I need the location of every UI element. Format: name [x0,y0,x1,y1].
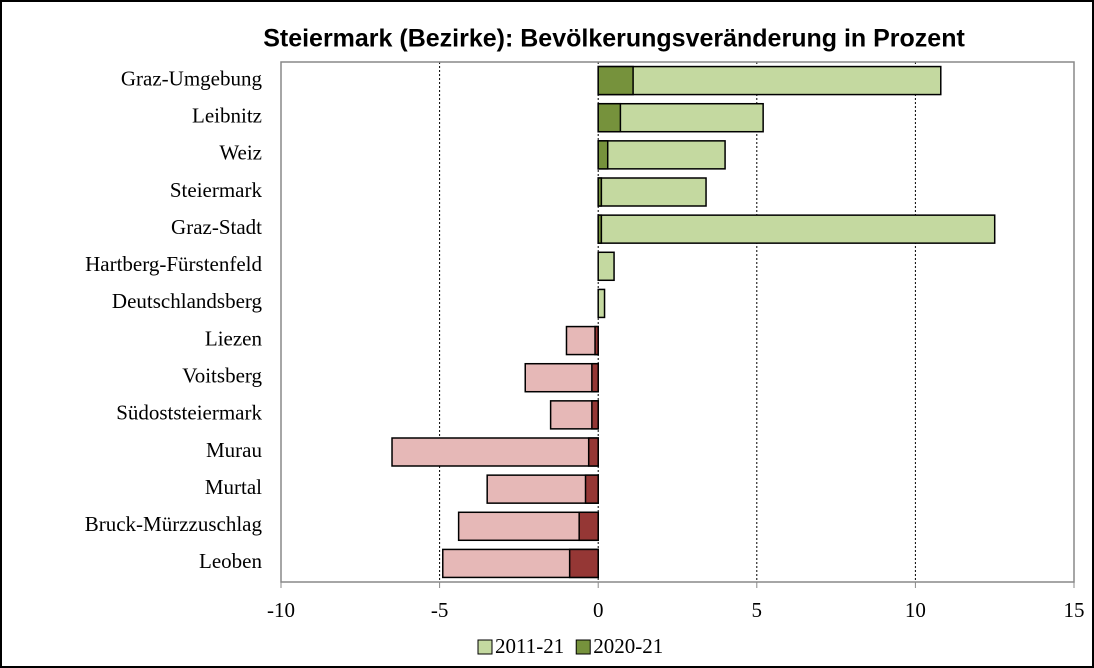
bar [584,474,599,504]
legend-label: 2020-21 [593,634,663,658]
y-tick-label: Steiermark [170,178,263,202]
y-tick-label: Bruck-Mürzzuschlag [85,512,263,536]
bar [594,325,599,356]
plot-border [280,61,1075,583]
x-tick-label: 5 [752,598,763,622]
y-tick-label: Voitsberg [182,364,262,388]
bar [486,474,599,504]
bar [568,548,599,579]
y-tick-label: Liezen [205,326,263,350]
y-tick-label: Deutschlandsberg [112,289,263,313]
y-tick-label: Murtal [205,475,262,499]
bar [587,437,599,467]
bar [565,325,599,356]
legend-label: 2011-21 [495,634,564,658]
bar [597,214,996,244]
bar [391,437,599,467]
chart-title: Steiermark (Bezirke): Bevölkerungsveränd… [263,25,965,53]
bar [597,140,726,170]
bar [597,177,603,207]
bar [597,65,942,96]
legend-swatch [477,639,493,655]
bar [597,177,707,207]
bar [597,251,615,282]
y-tick-label: Graz-Umgebung [121,66,263,90]
x-tick-label: 10 [905,598,926,622]
legend-swatch [575,639,591,655]
y-tick-label: Südoststeiermark [116,401,262,425]
x-tick-label: 15 [1064,598,1085,622]
x-tick-label: -5 [431,598,449,622]
bar [591,400,599,430]
x-tick-label: -10 [267,598,295,622]
bar [549,400,599,430]
y-tick-label: Graz-Stadt [171,215,262,239]
y-tick-label: Leibnitz [192,104,262,128]
bar [597,140,609,170]
bar [597,288,606,319]
y-tick-label: Hartberg-Fürstenfeld [85,252,262,276]
bar [524,362,599,393]
bar [457,511,599,542]
y-tick-label: Murau [206,438,262,462]
y-tick-label: Leoben [199,549,262,573]
bar [597,102,622,133]
bar [578,511,599,542]
y-tick-label: Weiz [219,141,262,165]
bar [597,214,603,244]
bar [591,362,599,393]
bar [597,102,764,133]
bar [597,65,634,96]
x-tick-label: 0 [593,598,604,622]
